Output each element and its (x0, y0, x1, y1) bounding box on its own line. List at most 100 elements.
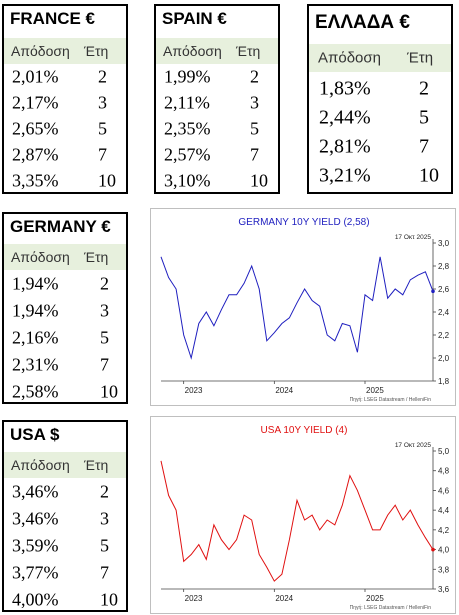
table-row: 2,11% 3 (156, 90, 278, 116)
col-yield-header: Απόδοση (11, 249, 70, 265)
yield-value: 2,35% (164, 118, 211, 139)
x-tick-label: 2024 (275, 386, 293, 395)
chart-germany-10y: GERMANY 10Y YIELD (2,58) 17 Οκτ 2025 1,8 2,… (150, 208, 456, 406)
table-header: Απόδοση Έτη (4, 38, 126, 64)
y-tick-label: 3,6 (438, 585, 450, 594)
yield-value: 3,77% (12, 562, 59, 582)
y-tick-label: 1,8 (438, 377, 450, 386)
chart-source: Πηγή: LSEG Datastream / HelleniFin (350, 396, 432, 403)
chart-date-label: 17 Οκτ 2025 (395, 234, 432, 241)
yield-value: 2,87% (12, 144, 59, 165)
yield-value: 2,17% (12, 92, 59, 113)
table-row: 3,77% 7 (4, 559, 126, 586)
yield-value: 1,83% (319, 77, 371, 99)
maturity-years: 7 (98, 144, 107, 165)
yield-value: 3,21% (319, 164, 371, 186)
table-header: Απόδοση Έτη (309, 44, 451, 72)
table-row: 3,21% 10 (309, 161, 451, 190)
maturity-years: 2 (250, 66, 259, 87)
yield-value: 1,94% (12, 300, 59, 320)
series-line (160, 460, 434, 582)
chart-title: USA 10Y YIELD (4) (261, 425, 348, 436)
last-value-marker (431, 289, 435, 294)
chart-title: GERMANY 10Y YIELD (2,58) (238, 217, 369, 228)
maturity-years: 2 (100, 273, 109, 293)
last-value-marker (431, 547, 435, 552)
maturity-years: 10 (100, 589, 118, 609)
table-france: FRANCE € Απόδοση Έτη 2,01% 2 2,17% 3 2,65% 5 2… (2, 4, 128, 194)
maturity-years: 5 (100, 327, 109, 347)
table-row: 2,81% 7 (309, 132, 451, 161)
y-tick-label: 2,4 (438, 308, 450, 317)
yield-value: 1,99% (164, 66, 211, 87)
maturity-years: 7 (250, 144, 259, 165)
table-germany: GERMANY € Απόδοση Έτη 1,94% 2 1,94% 3 2,16% 5… (2, 212, 128, 404)
col-years-header: Έτη (84, 43, 109, 59)
table-row: 2,31% 7 (4, 351, 126, 378)
yield-value: 2,31% (12, 354, 59, 374)
col-yield-header: Απόδοση (318, 49, 381, 67)
maturity-years: 10 (98, 170, 116, 191)
y-tick-label: 4,6 (438, 486, 450, 495)
maturity-years: 10 (250, 170, 268, 191)
table-row: 1,94% 3 (4, 297, 126, 324)
x-tick-label: 2025 (366, 594, 384, 603)
maturity-years: 5 (250, 118, 259, 139)
maturity-years: 3 (100, 300, 109, 320)
yield-value: 2,01% (12, 66, 59, 87)
table-header: Απόδοση Έτη (4, 244, 126, 270)
yield-value: 2,81% (319, 135, 371, 157)
y-tick-label: 4,8 (438, 467, 450, 476)
x-tick-label: 2023 (185, 386, 203, 395)
yield-value: 2,11% (164, 92, 210, 113)
table-header: Απόδοση Έτη (156, 38, 278, 64)
y-tick-label: 2,6 (438, 285, 450, 294)
maturity-years: 7 (419, 135, 429, 157)
maturity-years: 3 (250, 92, 259, 113)
table-row: 3,10% 10 (156, 168, 278, 194)
table-row: 1,99% 2 (156, 64, 278, 90)
y-tick-label: 4,0 (438, 546, 450, 555)
table-row: 3,35% 10 (4, 168, 126, 194)
col-years-header: Έτη (84, 457, 109, 473)
maturity-years: 2 (100, 481, 109, 501)
chart-svg: USA 10Y YIELD (4) 17 Οκτ 2025 3,6 3,8 4,0 4,2… (160, 425, 450, 611)
table-row: 1,83% 2 (309, 74, 451, 103)
maturity-years: 3 (100, 508, 109, 528)
table-row: 2,17% 3 (4, 90, 126, 116)
yield-value: 2,65% (12, 118, 59, 139)
table-row: 3,59% 5 (4, 532, 126, 559)
col-yield-header: Απόδοση (11, 43, 70, 59)
table-title: GERMANY € (10, 217, 111, 236)
yield-value: 2,58% (12, 381, 59, 401)
table-row: 2,44% 5 (309, 103, 451, 132)
maturity-years: 10 (419, 164, 439, 186)
yield-value: 3,35% (12, 170, 59, 191)
yield-value: 3,59% (12, 535, 59, 555)
table-title: SPAIN € (162, 9, 227, 28)
col-years-header: Έτη (236, 43, 261, 59)
x-tick-label: 2025 (366, 386, 384, 395)
y-tick-label: 3,0 (438, 239, 450, 248)
yield-value: 3,46% (12, 481, 59, 501)
y-tick-label: 3,8 (438, 565, 450, 574)
y-tick-label: 5,0 (438, 447, 450, 456)
maturity-years: 5 (100, 535, 109, 555)
maturity-years: 7 (100, 562, 109, 582)
table-title: USA $ (10, 425, 60, 444)
table-row: 2,35% 5 (156, 116, 278, 142)
yield-value: 2,44% (319, 106, 371, 128)
table-row: 2,65% 5 (4, 116, 126, 142)
maturity-years: 2 (98, 66, 107, 87)
col-years-header: Έτη (84, 249, 109, 265)
series-line (160, 256, 434, 360)
yield-value: 3,10% (164, 170, 211, 191)
chart-svg: GERMANY 10Y YIELD (2,58) 17 Οκτ 2025 1,8 2,… (160, 217, 450, 403)
table-greece: ΕΛΛΑΔΑ € Απόδοση Έτη 1,83% 2 2,44% 5 2,81% 7 3… (307, 4, 453, 194)
y-tick-label: 4,4 (438, 506, 450, 515)
table-row: 3,46% 3 (4, 505, 126, 532)
yield-value: 2,57% (164, 144, 211, 165)
table-row: 2,58% 10 (4, 378, 126, 405)
y-tick-label: 2,0 (438, 354, 450, 363)
table-header: Απόδοση Έτη (4, 452, 126, 478)
